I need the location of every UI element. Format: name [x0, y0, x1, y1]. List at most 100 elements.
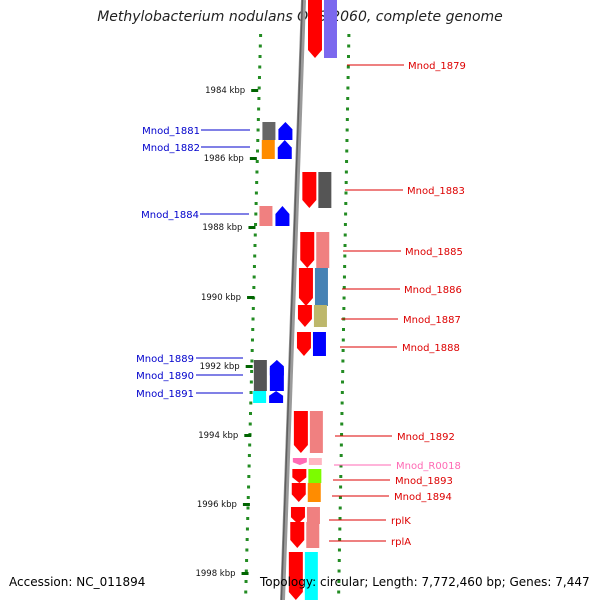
- dotted-ring-inner: [255, 160, 259, 163]
- mnod-1893-feature-box[interactable]: [308, 469, 322, 483]
- mnod-1888-strand-arrow[interactable]: [296, 332, 311, 356]
- tick-label: 1992 kbp: [200, 362, 240, 372]
- dotted-ring-inner: [255, 170, 259, 174]
- rpla-strand-arrow[interactable]: [290, 522, 305, 548]
- topology-text: Topology: circular; Length: 7,772,460 bp…: [260, 575, 590, 589]
- mnod-1888-label[interactable]: Mnod_1888: [402, 343, 460, 354]
- dotted-ring-outer: [343, 233, 347, 237]
- tick-mark: [249, 157, 257, 160]
- mnod-1879-label[interactable]: Mnod_1879: [408, 61, 466, 72]
- mnod-1884-feature-box[interactable]: [259, 206, 273, 226]
- mnod-1886-feature-box[interactable]: [314, 268, 328, 306]
- dotted-ring-outer: [340, 401, 344, 405]
- dotted-ring-outer: [342, 275, 346, 279]
- dotted-ring-outer: [343, 223, 347, 226]
- tick-mark: [241, 572, 249, 575]
- dotted-ring-inner: [249, 391, 253, 394]
- mnod-1882-label[interactable]: Mnod_1882: [142, 143, 200, 154]
- dotted-ring-outer: [345, 139, 349, 142]
- mnod-1882-feature-box[interactable]: [261, 140, 275, 159]
- rplk-strand-arrow[interactable]: [290, 507, 305, 524]
- tick-mark: [248, 226, 256, 229]
- mnod-1882-strand-arrow[interactable]: [277, 140, 292, 159]
- mnod-1883-feature-box[interactable]: [318, 172, 332, 208]
- mnod-1884-strand-arrow[interactable]: [275, 206, 290, 226]
- dotted-ring-outer: [343, 244, 347, 247]
- mnod-1881-feature-box[interactable]: [262, 122, 276, 140]
- dotted-ring-inner: [256, 149, 260, 153]
- mnod-1892-strand-arrow[interactable]: [293, 411, 308, 453]
- dotted-ring-outer: [337, 559, 341, 562]
- mnod-1886-label[interactable]: Mnod_1886: [404, 285, 462, 296]
- dotted-ring-inner: [254, 191, 258, 195]
- mnod-1879-strand-arrow[interactable]: [307, 0, 322, 58]
- dotted-ring-outer: [339, 475, 343, 478]
- dotted-ring-outer: [341, 338, 345, 342]
- mnod-1893-strand-arrow[interactable]: [292, 469, 307, 483]
- mnod-1887-label[interactable]: Mnod_1887: [403, 315, 461, 326]
- dotted-ring-inner: [250, 338, 254, 342]
- mnod-1885-label[interactable]: Mnod_1885: [405, 247, 463, 258]
- mnod-1889-feature-box[interactable]: [253, 360, 267, 391]
- mnod-1894-feature-box[interactable]: [307, 483, 321, 502]
- mnod-1885-strand-arrow[interactable]: [300, 232, 315, 268]
- mnod-1890-label[interactable]: Mnod_1890: [136, 371, 194, 382]
- mnod-1883-label[interactable]: Mnod_1883: [407, 186, 465, 197]
- dotted-ring-inner: [246, 506, 250, 510]
- dotted-ring-inner: [250, 359, 254, 363]
- mnod-1879-feature-box[interactable]: [323, 0, 337, 58]
- mnod-1890-strand-arrow[interactable]: [269, 360, 284, 376]
- mnod-1894-strand-arrow[interactable]: [291, 483, 306, 502]
- mnod-1888-feature-box[interactable]: [312, 332, 326, 356]
- dotted-ring-outer: [339, 485, 343, 489]
- mnod-1887-strand-arrow[interactable]: [297, 305, 312, 327]
- mnod-1893-label[interactable]: Mnod_1893: [395, 476, 453, 487]
- dotted-ring-inner: [252, 286, 256, 289]
- dotted-ring-outer: [344, 170, 348, 174]
- gene-unlabeled-feature-box[interactable]: [304, 552, 318, 600]
- mnod-1892-label[interactable]: Mnod_1892: [397, 432, 455, 443]
- mnod-1881-label[interactable]: Mnod_1881: [142, 126, 200, 137]
- mnod-1884-label[interactable]: Mnod_1884: [141, 210, 199, 221]
- dotted-ring-inner: [256, 118, 260, 121]
- dotted-ring-outer: [343, 265, 347, 268]
- dotted-ring-outer: [337, 580, 341, 583]
- dotted-ring-inner: [251, 328, 255, 331]
- tick-label: 1996 kbp: [197, 500, 237, 510]
- dotted-ring-outer: [347, 44, 351, 48]
- mnod-1887-feature-box[interactable]: [313, 305, 327, 327]
- dotted-ring-outer: [338, 538, 342, 541]
- tick-label: 1988 kbp: [202, 223, 242, 233]
- dotted-ring-outer: [341, 359, 345, 363]
- gene-unlabeled-strand-arrow[interactable]: [288, 552, 303, 600]
- tick-label: 1994 kbp: [198, 431, 238, 441]
- mnod-1891-strand-arrow[interactable]: [269, 391, 284, 403]
- rpla-feature-box[interactable]: [306, 522, 320, 548]
- mnod-1883-strand-arrow[interactable]: [302, 172, 317, 208]
- dotted-ring-outer: [346, 107, 350, 111]
- dotted-ring-outer: [341, 328, 345, 331]
- dotted-ring-outer: [344, 181, 348, 184]
- accession-text: Accession: NC_011894: [9, 575, 146, 589]
- mnod-1885-feature-box[interactable]: [316, 232, 330, 268]
- mnod-1881-strand-arrow[interactable]: [278, 122, 293, 140]
- mnod-1891-feature-box[interactable]: [253, 391, 267, 403]
- rplk-label[interactable]: rplK: [391, 516, 411, 527]
- rpla-label[interactable]: rplA: [391, 537, 411, 548]
- dotted-ring-inner: [245, 559, 249, 562]
- mnod-1891-label[interactable]: Mnod_1891: [136, 389, 194, 400]
- mnod-r0018-strand-arrow[interactable]: [292, 458, 307, 465]
- dotted-ring-inner: [247, 464, 251, 468]
- mnod-r0018-label[interactable]: Mnod_R0018: [396, 461, 461, 472]
- mnod-1889-label[interactable]: Mnod_1889: [136, 354, 194, 365]
- dotted-ring-inner: [249, 412, 253, 415]
- mnod-1894-label[interactable]: Mnod_1894: [394, 492, 452, 503]
- tick-label: 1986 kbp: [204, 154, 244, 164]
- dotted-ring-inner: [258, 65, 262, 69]
- mnod-r0018-feature-box[interactable]: [308, 458, 322, 465]
- rplk-feature-box[interactable]: [306, 507, 320, 524]
- mnod-1892-feature-box[interactable]: [309, 411, 323, 453]
- mnod-1886-strand-arrow[interactable]: [298, 268, 313, 306]
- dotted-ring-outer: [346, 55, 350, 58]
